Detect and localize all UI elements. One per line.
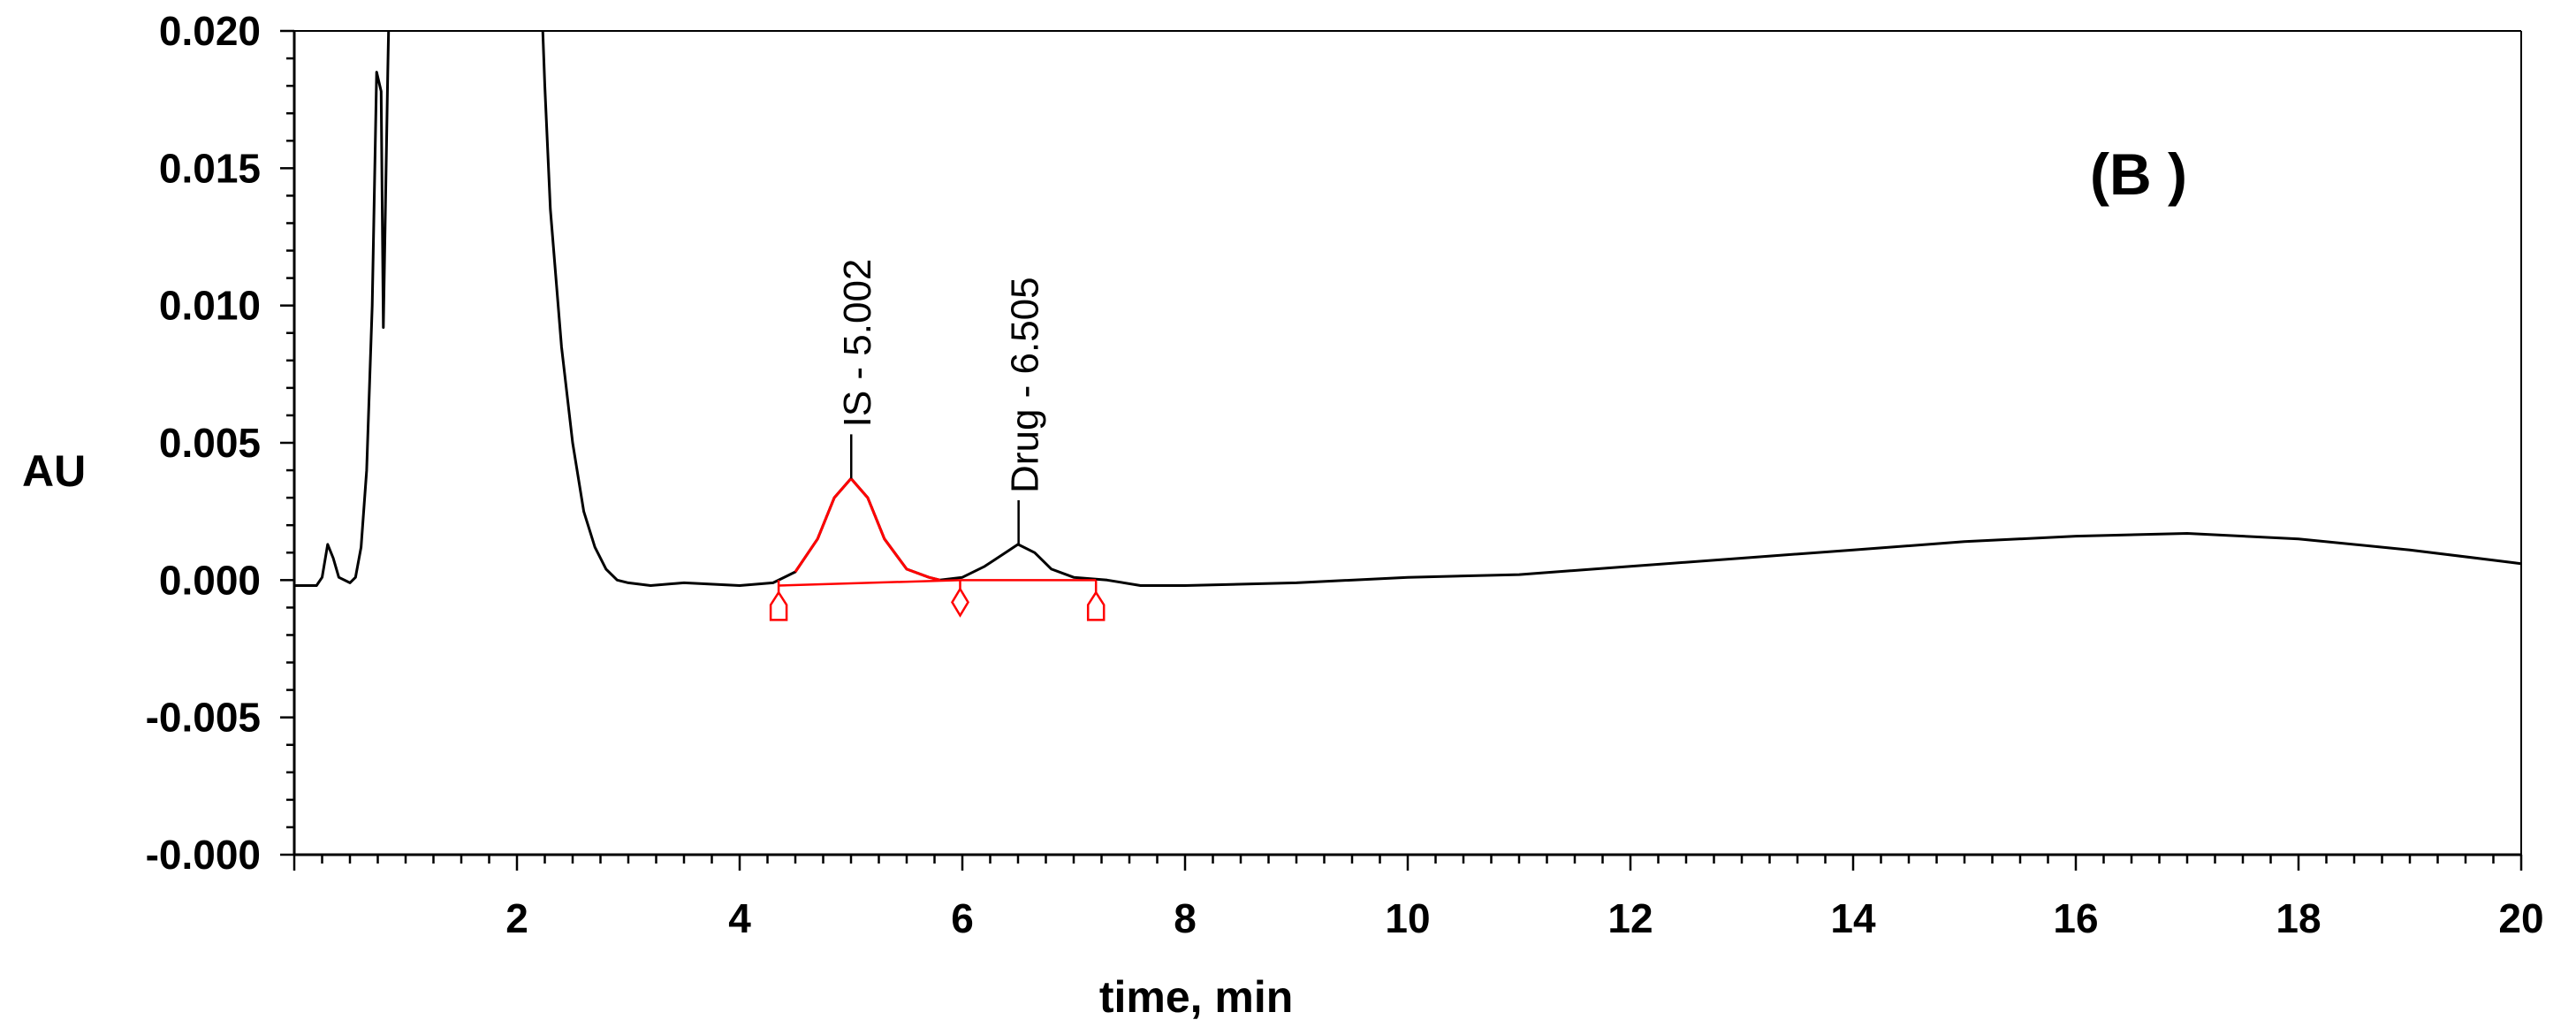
tick-layer: 2 4 6 8 10 12 14 16 18 20 0.020 0.015 0.010 0.005 0.00…: [146, 8, 2544, 941]
panel-label: (B ): [2090, 141, 2187, 207]
x-tick-label: 18: [2276, 895, 2321, 941]
y-tick-label: 0.005: [159, 420, 261, 466]
peak-label-is: IS - 5.002: [836, 259, 879, 428]
x-tick-label: 20: [2498, 895, 2543, 941]
peak-label-drug: Drug - 6.505: [1004, 277, 1047, 493]
y-tick-label: 0.015: [159, 145, 261, 191]
x-axis-title: time, min: [1099, 972, 1293, 1022]
y-tick-label: 0.000: [159, 557, 261, 603]
peak-marker-end: [1086, 590, 1106, 621]
y-tick-label: 0.010: [159, 283, 261, 329]
series-line-chromatogram: [294, 31, 2521, 587]
x-tick-label: 4: [728, 895, 751, 941]
x-tick-label: 8: [1174, 895, 1197, 941]
y-tick-label: -0.000: [146, 832, 261, 878]
y-tick-label: 0.020: [159, 8, 261, 54]
peak-marker-start: [769, 590, 788, 621]
x-tick-label: 12: [1607, 895, 1653, 941]
peak-marker-valley: [951, 586, 969, 618]
integration-baseline: [779, 579, 961, 587]
integrated-peak-is: [794, 476, 941, 582]
y-tick-label: -0.005: [146, 695, 261, 741]
x-tick-label: 10: [1385, 895, 1430, 941]
x-tick-label: 16: [2053, 895, 2098, 941]
x-tick-label: 2: [505, 895, 528, 941]
axes: [293, 30, 2522, 856]
x-tick-label: 14: [1830, 895, 1876, 941]
y-axis-title: AU: [22, 446, 86, 496]
x-tick-label: 6: [951, 895, 974, 941]
integration-layer: [769, 434, 1106, 621]
trace-layer: [294, 31, 2521, 587]
